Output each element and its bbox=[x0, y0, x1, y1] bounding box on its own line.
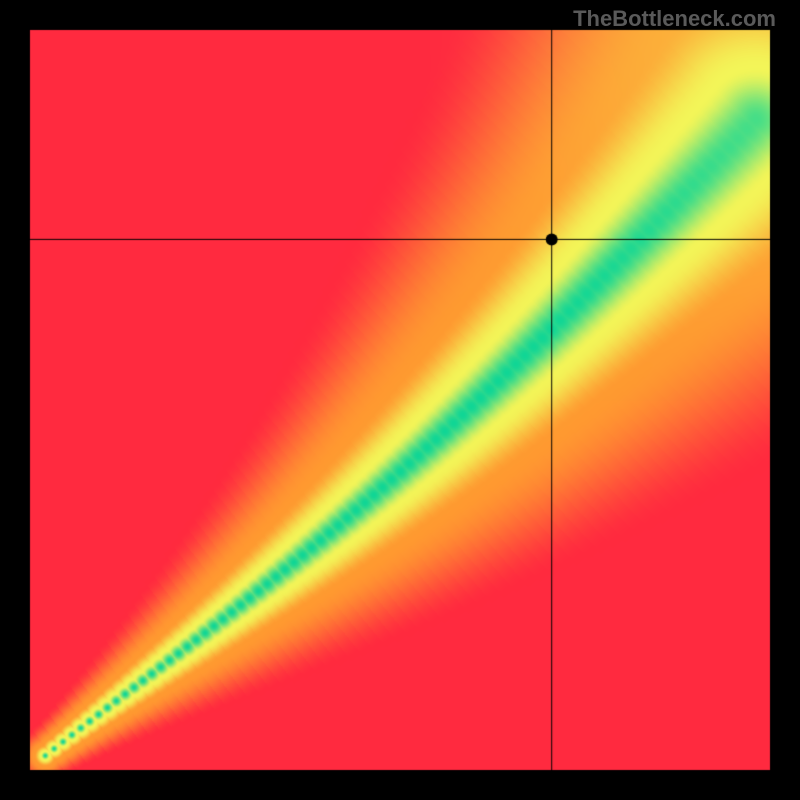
bottleneck-heatmap bbox=[0, 0, 800, 800]
chart-container: TheBottleneck.com bbox=[0, 0, 800, 800]
watermark-text: TheBottleneck.com bbox=[573, 6, 776, 32]
